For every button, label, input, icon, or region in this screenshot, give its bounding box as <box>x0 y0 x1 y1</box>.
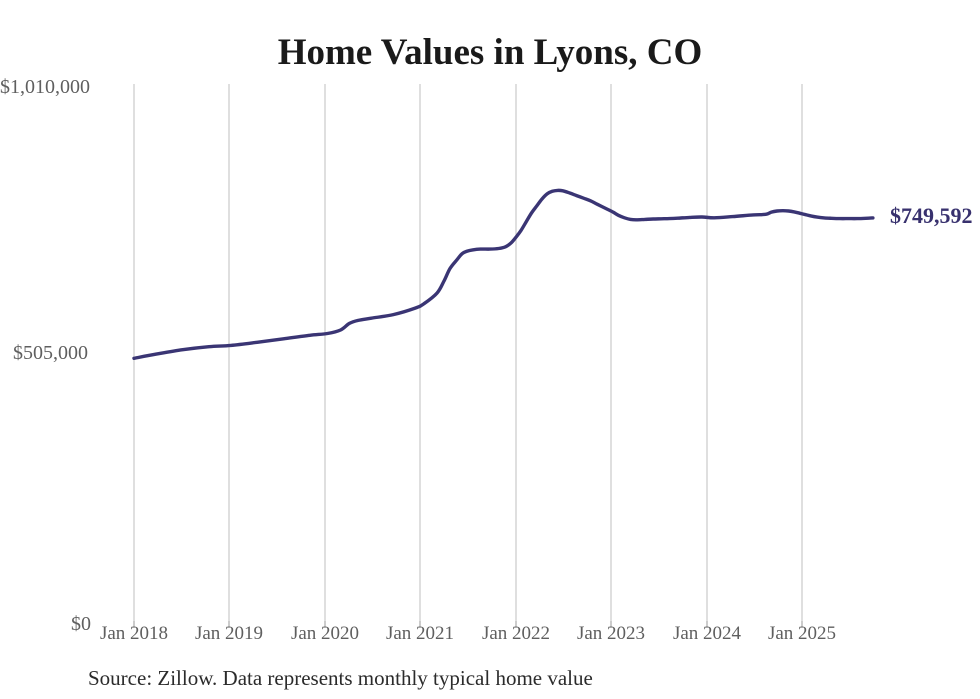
svg-text:$0: $0 <box>71 613 91 635</box>
svg-text:Jan 2021: Jan 2021 <box>386 623 454 644</box>
svg-text:Jan 2020: Jan 2020 <box>291 623 359 644</box>
svg-text:$505,000: $505,000 <box>13 342 88 364</box>
svg-text:Jan 2022: Jan 2022 <box>482 623 550 644</box>
svg-text:Jan 2019: Jan 2019 <box>195 623 263 644</box>
svg-text:Jan 2025: Jan 2025 <box>768 623 836 644</box>
svg-text:Jan 2024: Jan 2024 <box>673 623 742 644</box>
svg-text:$749,592: $749,592 <box>890 203 973 228</box>
svg-text:Jan 2018: Jan 2018 <box>100 623 168 644</box>
svg-text:$1,010,000: $1,010,000 <box>0 76 90 98</box>
svg-text:Jan 2023: Jan 2023 <box>577 623 645 644</box>
